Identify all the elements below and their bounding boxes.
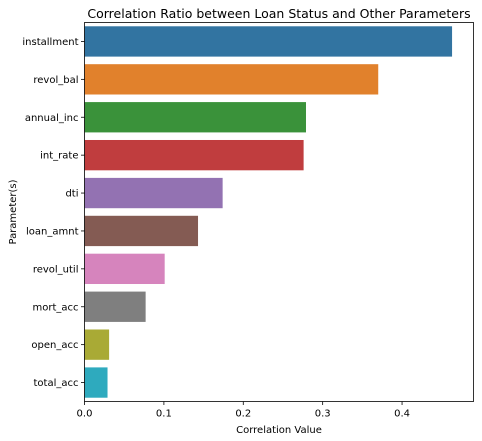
bar-open_acc — [84, 329, 110, 360]
plot-frame — [84, 22, 474, 402]
bar-revol_bal — [84, 64, 379, 95]
bar-mort_acc — [84, 291, 146, 322]
x-axis-label: Correlation Value — [236, 425, 322, 436]
bar-loan_amnt — [84, 215, 199, 247]
bars-group — [84, 26, 453, 398]
y-ticks-group: installment revol_bal annual_inc int_ratedt… — [22, 37, 85, 389]
x-tick-label: 0.4 — [394, 409, 410, 420]
y-tick-label: total_acc — [34, 378, 79, 389]
y-tick-label: revol_util — [33, 264, 79, 275]
bar-annual_inc — [84, 102, 306, 133]
y-tick-label: revol_bal — [33, 75, 78, 86]
x-ticks-group: 0.0 0.1 0.2 0.3 0.4 — [77, 401, 410, 420]
bar-installment — [84, 26, 453, 57]
x-tick-label: 0.2 — [235, 409, 251, 420]
x-tick-label: 0.0 — [77, 409, 93, 420]
bar-total_acc — [84, 367, 108, 398]
y-tick-label: int_rate — [40, 151, 78, 162]
y-tick-label: open_acc — [31, 340, 78, 351]
bar-dti — [84, 177, 223, 209]
x-tick-label: 0.3 — [315, 409, 331, 420]
y-axis-label: Parameter(s) — [8, 179, 19, 244]
y-tick-label: mort_acc — [32, 302, 78, 313]
bar-int_rate — [84, 139, 304, 171]
y-tick-label: loan_amnt — [26, 226, 79, 237]
y-tick-label: annual_inc — [25, 113, 79, 124]
chart-title: Correlation Ratio between Loan Status an… — [87, 6, 470, 21]
y-tick-label: installment — [22, 37, 78, 48]
bar-revol_util — [84, 253, 165, 285]
x-tick-label: 0.1 — [156, 409, 172, 420]
y-tick-label: dti — [65, 189, 78, 200]
